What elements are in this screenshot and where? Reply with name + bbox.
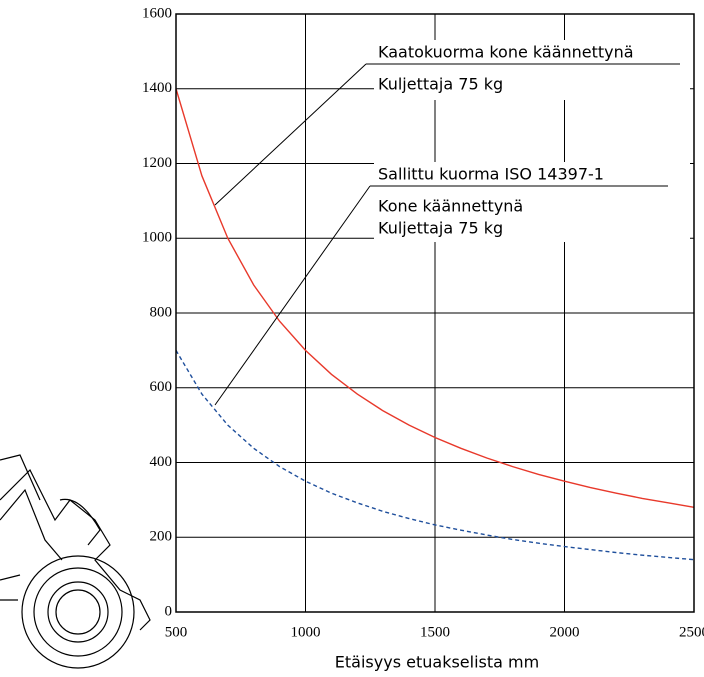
loader-illustration bbox=[0, 454, 151, 669]
annotation: Sallittu kuorma ISO 14397-1 Kone käännet… bbox=[214, 162, 690, 406]
annotation-bg bbox=[374, 40, 690, 100]
y-tick-label: 1200 bbox=[142, 155, 172, 171]
annotation: Kaatokuorma kone käännettynä Kuljettaja … bbox=[214, 40, 690, 206]
x-tick-label: 2500 bbox=[679, 624, 704, 640]
annotation-text: Kone käännettynä bbox=[378, 197, 523, 216]
y-tick-label: 1400 bbox=[142, 80, 172, 96]
x-tick-label: 500 bbox=[165, 624, 188, 640]
x-axis-label: Etäisyys etuakselista mm bbox=[335, 653, 539, 672]
plot-frame bbox=[175, 13, 695, 613]
y-tick-label: 400 bbox=[150, 454, 173, 470]
x-tick-label: 2000 bbox=[550, 624, 580, 640]
series-line bbox=[175, 88, 695, 509]
y-tick-label: 0 bbox=[165, 603, 173, 619]
y-tick-label: 600 bbox=[150, 379, 173, 395]
leader-line bbox=[214, 63, 367, 206]
leader-line bbox=[214, 185, 371, 406]
annotation-text: Sallittu kuorma ISO 14397-1 bbox=[378, 165, 604, 184]
y-tick-label: 1000 bbox=[142, 230, 172, 246]
y-tick-label: 200 bbox=[150, 529, 173, 545]
annotation-text: Kaatokuorma kone käännettynä bbox=[378, 43, 634, 62]
series-line bbox=[175, 350, 695, 561]
x-tick-label: 1000 bbox=[291, 624, 321, 640]
y-tick-label: 1600 bbox=[142, 5, 172, 21]
x-tick-label: 1500 bbox=[420, 624, 450, 640]
annotation-text: Kuljettaja 75 kg bbox=[378, 75, 503, 94]
annotation-bg bbox=[374, 162, 690, 242]
y-tick-label: 800 bbox=[150, 304, 173, 320]
annotation-text: Kuljettaja 75 kg bbox=[378, 219, 503, 238]
